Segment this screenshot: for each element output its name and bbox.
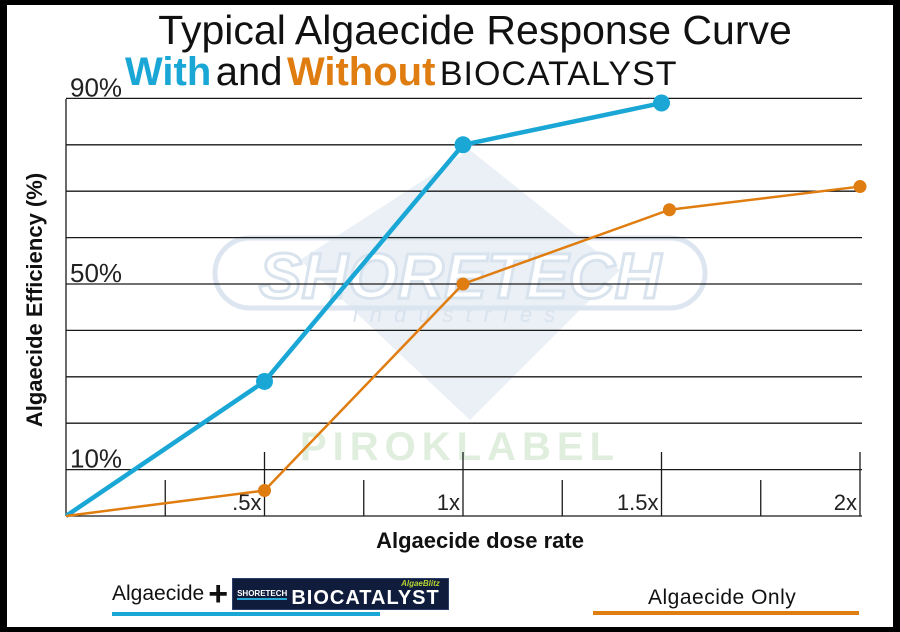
y-tick-label: 50% — [70, 258, 122, 288]
y-tick-label: 10% — [70, 444, 122, 474]
axis-ticks — [164, 452, 861, 516]
plus-icon: + — [208, 575, 229, 613]
y-axis-label: Algaecide Efficiency (%) — [22, 173, 47, 427]
data-point — [456, 277, 470, 291]
watermark-lower-text: PIROKLABEL — [300, 425, 620, 469]
biocatalyst-logo: SHORETECH AlgaeBlitz BIOCATALYST — [232, 578, 449, 610]
legend-algaecide-only-label: Algaecide Only — [648, 586, 797, 609]
series-points — [256, 94, 867, 497]
x-tick-label: .5x — [232, 490, 261, 515]
legend-algaecide-label: Algaecide — [112, 582, 205, 605]
data-point — [258, 483, 271, 497]
chart-title: Typical Algaecide Response Curve — [158, 7, 792, 53]
title-and-word: and — [215, 50, 283, 94]
data-point — [653, 94, 670, 112]
x-axis-label: Algaecide dose rate — [376, 528, 584, 553]
chart-subtitle: With and Without BIOCATALYST — [125, 50, 678, 103]
shoretech-logo: SHORETECH — [237, 588, 288, 600]
series-line-with-biocatalyst — [64, 100, 662, 518]
legend-line-orange — [593, 611, 859, 615]
data-point — [662, 203, 676, 217]
watermark-main-text: SHORETECH — [259, 240, 663, 312]
watermark-sub-text: industries — [353, 302, 567, 327]
tick-labels: .5x 1x 1.5x 2x 10% 50% 90% Algaecide dose rate A… — [22, 72, 857, 553]
x-tick-label: 1x — [437, 490, 460, 515]
data-point — [853, 180, 867, 194]
y-tick-label: 90% — [70, 72, 122, 102]
biocatalyst-word: BIOCATALYST — [291, 587, 440, 609]
data-point — [256, 372, 273, 390]
x-tick-label: 1.5x — [617, 490, 659, 515]
title-without-word: Without — [286, 50, 436, 94]
title-with-word: With — [125, 50, 212, 94]
title-backdrop — [7, 5, 893, 91]
x-tick-label: 2x — [834, 490, 857, 515]
title-biocatalyst-word: BIOCATALYST — [439, 55, 678, 93]
data-point — [454, 136, 472, 154]
legend-line-blue — [112, 612, 380, 616]
legend-with-biocatalyst: Algaecide + SHORETECH AlgaeBlitz BIOCATA… — [112, 575, 449, 613]
algaeblitz-brand: AlgaeBlitz — [401, 579, 440, 588]
